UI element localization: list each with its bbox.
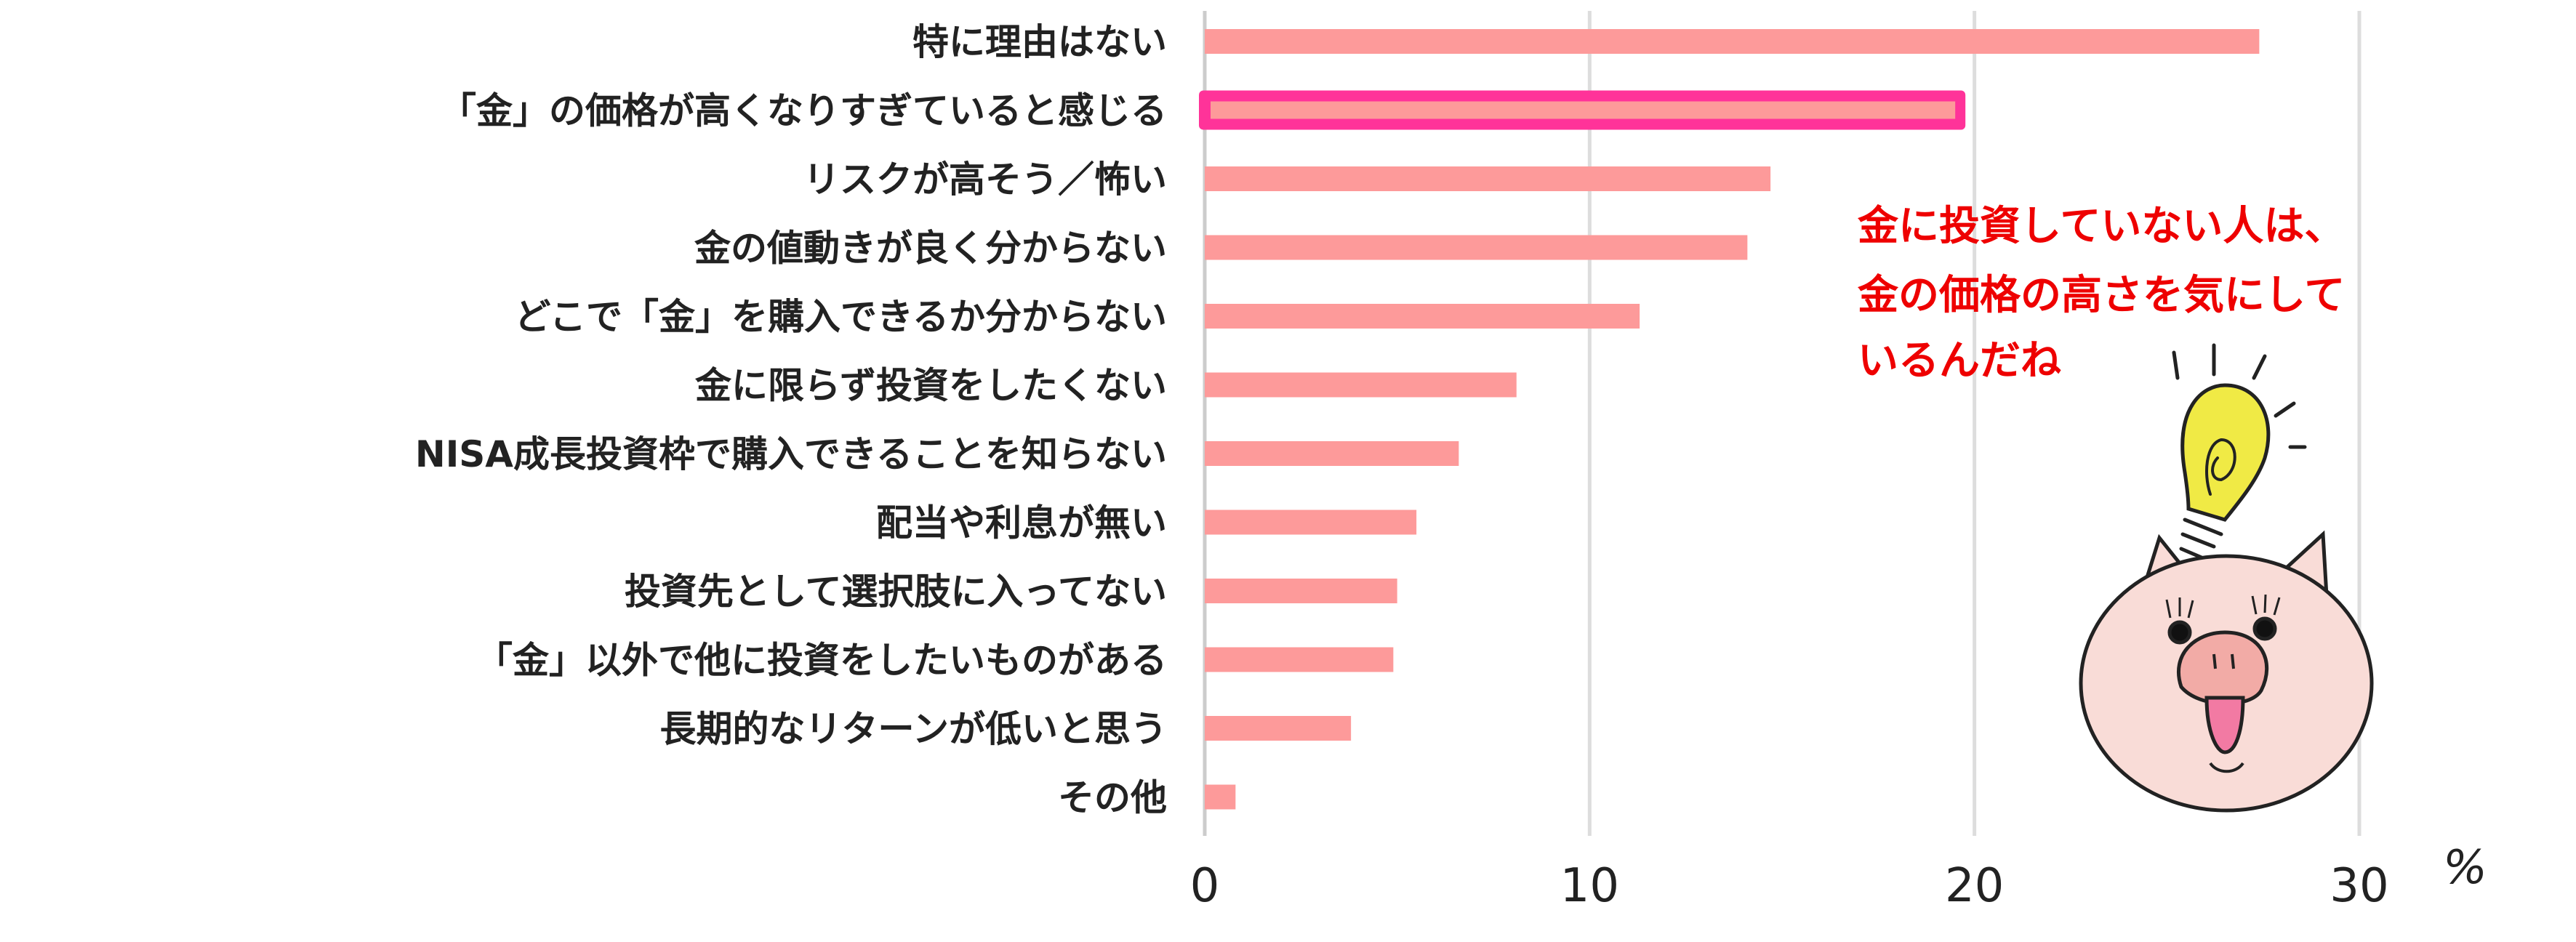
bar <box>1205 235 1748 260</box>
category-label: 特に理由はない <box>912 21 1167 63</box>
category-label: 配当や利息が無い <box>876 502 1167 544</box>
bar <box>1205 579 1397 603</box>
bar <box>1205 441 1459 466</box>
category-label: 長期的なリターンが低いと思う <box>660 708 1168 750</box>
pig-illustration <box>2079 530 2374 813</box>
note-line-2: 金の価格の高さを気にして <box>1857 272 2345 319</box>
x-tick-label: 20 <box>1945 859 2004 913</box>
x-tick-labels: 0 10 20 30 <box>1190 859 2389 913</box>
category-label: その他 <box>1058 777 1167 819</box>
category-label: リスクが高そう／怖い <box>803 158 1167 201</box>
x-tick-label: 30 <box>2330 859 2388 913</box>
bar <box>1205 716 1352 741</box>
x-unit-label: % <box>2443 841 2487 895</box>
bar <box>1205 647 1394 672</box>
bars <box>1199 29 2260 810</box>
annotation-note: 金に投資していない人は、 金の価格の高さを気にして いるんだね <box>1857 203 2345 385</box>
lightbulb-icon <box>2172 343 2307 573</box>
category-label: 「金」以外で他に投資をしたいものがある <box>476 640 1167 682</box>
category-label: NISA成長投資枠で購入できることを知らない <box>415 433 1167 475</box>
bar <box>1211 101 1956 119</box>
category-labels: 特に理由はない「金」の価格が高くなりすぎていると感じるリスクが高そう／怖い金の値… <box>415 21 1167 819</box>
category-label: 「金」の価格が高くなりすぎていると感じる <box>440 90 1167 132</box>
category-label: 投資先として選択肢に入ってない <box>625 571 1167 613</box>
bar <box>1205 304 1640 329</box>
bar <box>1205 372 1517 398</box>
bar <box>1205 29 2260 54</box>
x-tick-label: 0 <box>1190 859 1220 913</box>
x-tick-label: 10 <box>1560 859 1619 913</box>
category-label: 金の値動きが良く分からない <box>694 228 1167 270</box>
category-label: どこで「金」を購入できるか分からない <box>515 296 1168 338</box>
bar <box>1205 784 1236 810</box>
bar <box>1205 510 1417 535</box>
note-line-1: 金に投資していない人は、 <box>1857 203 2345 250</box>
category-label: 金に限らず投資をしたくない <box>695 365 1167 407</box>
bar <box>1205 166 1771 191</box>
note-line-3: いるんだね <box>1858 337 2061 385</box>
